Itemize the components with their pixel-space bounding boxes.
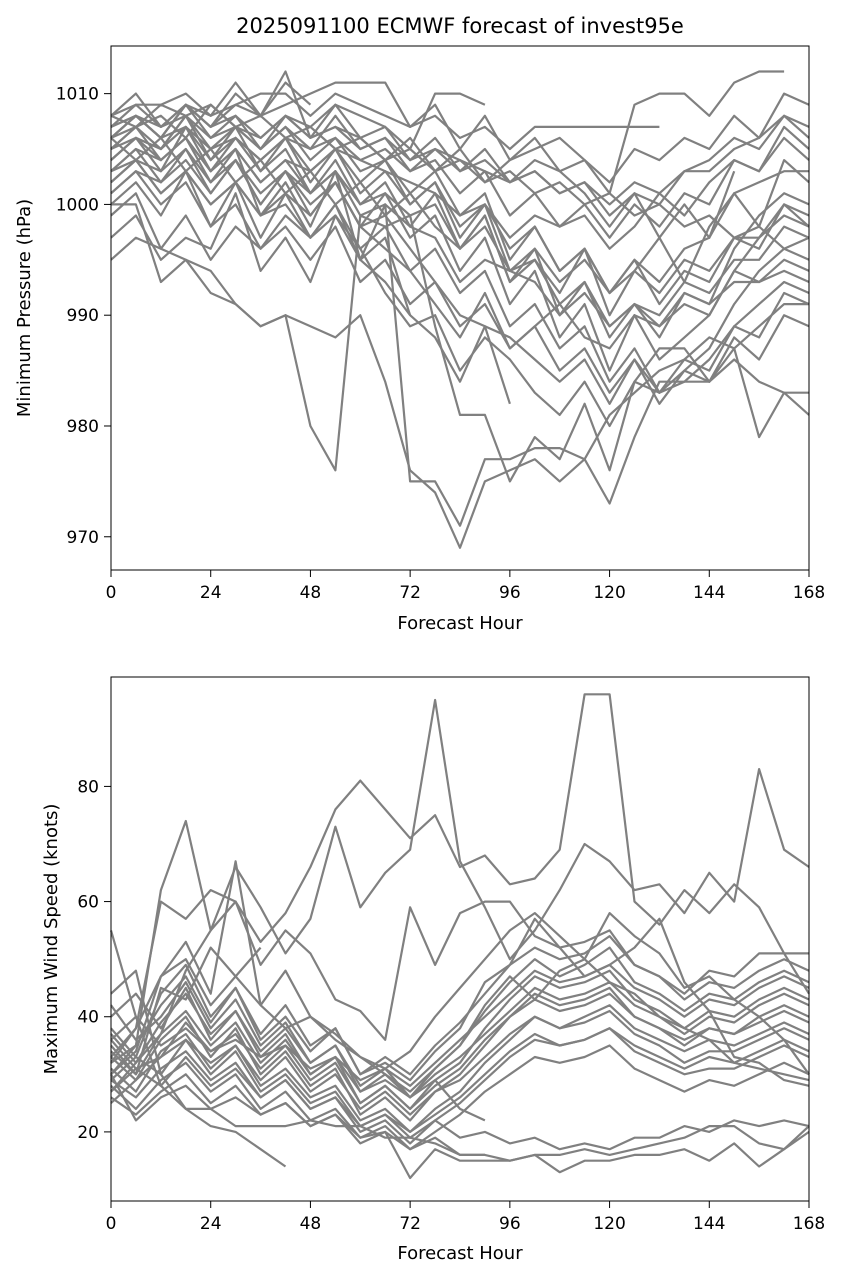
pressure-y-axis: 970 980 990 1000 1010 xyxy=(56,85,111,548)
y-tick-label: 990 xyxy=(67,306,99,326)
series-line-m19 xyxy=(110,963,810,1087)
series-line-m28 xyxy=(110,103,810,250)
pressure-x-axis-label: Forecast Hour xyxy=(397,613,523,634)
wind-x-axis: 0 24 48 72 96 120 144 168 xyxy=(106,1201,825,1234)
series-line-m11 xyxy=(110,1027,810,1145)
x-tick-label: 144 xyxy=(693,583,725,603)
series-line-m18 xyxy=(110,103,810,306)
x-tick-label: 0 xyxy=(106,583,117,603)
series-line-m27 xyxy=(110,81,312,139)
pressure-plot-frame xyxy=(110,45,810,571)
series-line-m15 xyxy=(110,969,287,1168)
series-line-m08 xyxy=(110,969,810,1111)
pressure-x-axis: 0 24 48 72 96 120 144 168 xyxy=(106,570,825,603)
wind-series-lines xyxy=(109,693,810,1180)
y-tick-label: 980 xyxy=(67,417,99,437)
series-line-m25 xyxy=(110,1027,810,1134)
x-tick-label: 96 xyxy=(499,1214,521,1234)
y-tick-label: 20 xyxy=(77,1123,99,1143)
y-tick-label: 970 xyxy=(67,528,99,548)
x-tick-label: 168 xyxy=(793,1214,825,1234)
x-tick-label: 120 xyxy=(593,583,625,603)
series-line-m20 xyxy=(110,1038,810,1151)
y-tick-label: 80 xyxy=(77,777,99,797)
x-tick-label: 96 xyxy=(499,583,521,603)
series-line-m23 xyxy=(110,103,810,239)
series-line-m05 xyxy=(110,911,810,1082)
series-line-m17 xyxy=(110,1073,485,1157)
x-tick-label: 72 xyxy=(399,583,421,603)
series-line-m11 xyxy=(110,192,810,428)
series-line-m18 xyxy=(110,981,810,1099)
series-line-m29 xyxy=(110,125,736,295)
series-line-m12 xyxy=(110,214,810,483)
y-tick-label: 60 xyxy=(77,893,99,913)
pressure-series-lines xyxy=(110,70,810,549)
series-line-m09 xyxy=(110,986,810,1122)
x-tick-label: 144 xyxy=(693,1214,725,1234)
series-line-m13 xyxy=(110,1073,810,1180)
series-line-m12 xyxy=(110,1044,810,1151)
series-line-m03 xyxy=(110,70,785,195)
x-tick-label: 48 xyxy=(300,1214,322,1234)
series-line-m19 xyxy=(110,114,810,328)
wind-x-axis-label: Forecast Hour xyxy=(397,1243,523,1264)
series-line-m10 xyxy=(110,1009,810,1134)
series-line-m24 xyxy=(110,136,810,295)
wind-plot-frame xyxy=(110,676,810,1202)
series-line-m25 xyxy=(110,159,810,394)
series-line-m26 xyxy=(110,170,810,405)
series-line-m03 xyxy=(110,698,810,1093)
series-line-m04 xyxy=(110,888,810,1087)
y-tick-label: 1010 xyxy=(56,85,99,105)
series-line-m15 xyxy=(110,137,511,405)
series-line-m07 xyxy=(110,946,810,1099)
chart-title: 2025091100 ECMWF forecast of invest95e xyxy=(236,14,684,38)
x-tick-label: 120 xyxy=(593,1214,625,1234)
x-tick-label: 168 xyxy=(793,583,825,603)
series-line-m13 xyxy=(111,203,809,549)
series-line-m09 xyxy=(110,170,810,361)
wind-chart: 0 24 48 72 96 120 144 168 20 40 60 80 Forecast Hou… xyxy=(41,676,825,1264)
pressure-chart: 2025091100 ECMWF forecast of invest95e 0… xyxy=(14,14,825,634)
series-line-m22 xyxy=(110,114,810,206)
y-tick-label: 1000 xyxy=(56,195,99,215)
wind-y-axis: 20 40 60 80 xyxy=(77,777,111,1143)
series-line-m23 xyxy=(110,1004,810,1116)
y-tick-label: 40 xyxy=(77,1008,99,1028)
series-line-m22 xyxy=(110,946,262,1058)
series-line-m21 xyxy=(110,934,810,1076)
series-line-m21 xyxy=(110,147,810,372)
x-tick-label: 48 xyxy=(300,583,322,603)
x-tick-label: 24 xyxy=(200,583,222,603)
x-tick-label: 72 xyxy=(399,1214,421,1234)
x-tick-label: 0 xyxy=(106,1214,117,1234)
pressure-y-axis-label: Minimum Pressure (hPa) xyxy=(14,199,35,417)
x-tick-label: 24 xyxy=(200,1214,222,1234)
series-line-m06 xyxy=(110,917,810,1082)
series-line-m24 xyxy=(110,992,810,1111)
wind-y-axis-label: Maximum Wind Speed (knots) xyxy=(41,804,62,1075)
